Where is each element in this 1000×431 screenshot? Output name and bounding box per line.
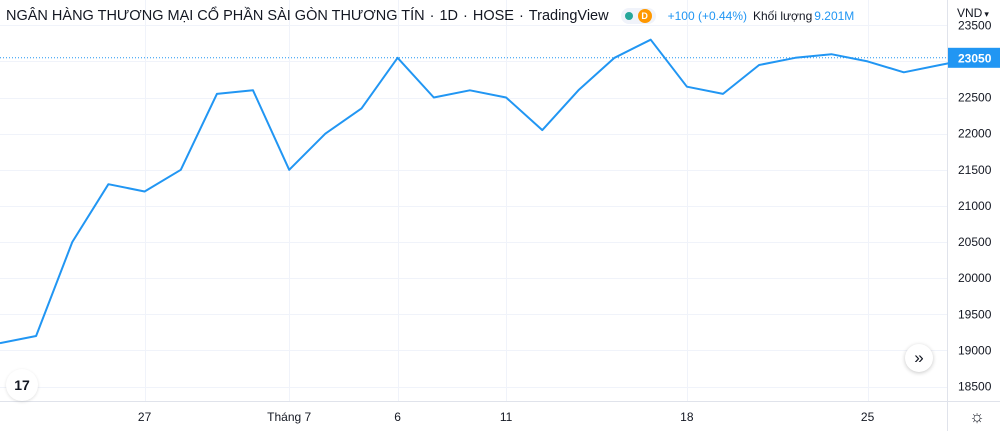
legend-separator: · [518,8,524,24]
time-tick-label: 27 [138,410,152,424]
time-tick-label: 11 [500,410,513,424]
settings-gear-icon[interactable]: ☼ [969,407,985,426]
time-tick-label: 25 [861,410,875,424]
scroll-to-realtime-button[interactable]: » [905,344,933,372]
chart-legend: NGÂN HÀNG THƯƠNG MẠI CỔ PHẦN SÀI GÒN THƯ… [6,6,854,26]
legend-separator: · [463,8,468,24]
last-price-label: 23050 [948,47,1000,68]
exchange-label: HOSE [472,8,514,24]
market-open-dot-icon [624,12,633,20]
price-tick-label: 21500 [958,163,992,177]
symbol-title[interactable]: NGÂN HÀNG THƯƠNG MẠI CỔ PHẦN SÀI GÒN THƯ… [6,8,425,24]
currency-label: VND [957,6,983,20]
delayed-data-icon: D [637,9,652,23]
volume-label: Khối lượng [752,9,813,23]
price-axis[interactable]: 18500 19000 19500 20000 20500 21000 21500 22000… [958,18,992,393]
price-change: +100 (+0.44%) [667,9,747,23]
price-tick-label: 20000 [958,271,992,285]
price-tick-label: 22500 [958,91,992,105]
price-tick-label: 22000 [958,127,992,141]
price-tick-label: 19000 [958,343,992,357]
time-tick-label: Tháng 7 [267,410,311,424]
price-tick-label: 18500 [958,380,992,394]
price-line-series [0,38,977,345]
currency-selector[interactable]: VND ▾ [957,6,989,20]
chevron-down-icon: ▾ [984,9,989,19]
price-tick-label: 19500 [958,307,992,321]
time-tick-label: 6 [394,410,401,424]
legend-separator: · [429,8,435,24]
price-tick-label: 23500 [958,18,992,32]
interval-label[interactable]: 1D [439,8,459,24]
volume-value: 9.201M [814,9,855,23]
last-price-label-bg [948,47,1000,68]
price-tick-label: 20500 [958,235,992,249]
market-status-badge[interactable]: D [620,8,656,24]
time-axis[interactable]: 27 Tháng 7 6 11 18 25 [138,410,875,424]
time-tick-label: 18 [680,410,694,424]
tradingview-logo-icon[interactable]: 17 [6,369,38,401]
source-label[interactable]: TradingView [528,8,609,24]
price-tick-label: 21000 [958,199,992,213]
last-price-value: 23050 [958,51,992,65]
